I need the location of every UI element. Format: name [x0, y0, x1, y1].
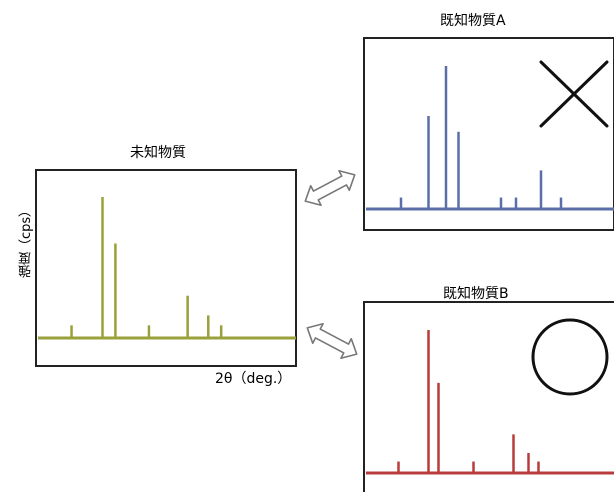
- unknown-panel: [35, 169, 297, 367]
- double-arrow-icon: [304, 169, 356, 207]
- unknown-title: 未知物質: [130, 145, 186, 161]
- cross-icon: [539, 60, 609, 128]
- y-axis-label: 強度（cps）: [19, 203, 34, 278]
- double-arrow-icon: [306, 322, 358, 360]
- x-axis-label: 2θ（deg.）: [215, 371, 292, 387]
- reference-a-peaks: [399, 66, 563, 209]
- reference-b-peaks: [397, 330, 540, 473]
- reference-a-title: 既知物質A: [440, 13, 506, 29]
- reference-b-title: 既知物質B: [443, 286, 509, 302]
- unknown-peaks: [70, 197, 223, 338]
- reference-b-panel: [363, 301, 614, 492]
- reference-a-panel: [363, 37, 614, 231]
- circle-icon: [531, 318, 609, 396]
